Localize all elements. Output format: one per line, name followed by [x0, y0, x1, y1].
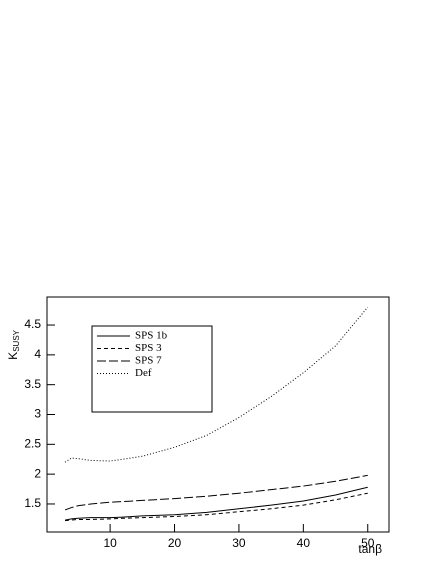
x-axis-label: tanβ — [358, 542, 382, 556]
x-tick-label: 20 — [168, 536, 182, 550]
x-tick-label: 10 — [103, 536, 117, 550]
legend-label: Def — [135, 367, 152, 379]
series-line — [64, 486, 368, 521]
legend-label: SPS 7 — [135, 355, 162, 367]
legend-label: SPS 1b — [135, 330, 168, 342]
y-tick-label: 4 — [34, 347, 41, 361]
legend-box — [91, 325, 213, 413]
x-tick-label: 40 — [297, 536, 311, 550]
y-axis-label: KSUSY — [6, 329, 21, 359]
y-tick-label: 4.5 — [24, 317, 41, 331]
y-tick-label: 2.5 — [24, 436, 41, 450]
legend-label: SPS 3 — [135, 342, 162, 354]
y-axis-label-main: K — [6, 352, 20, 360]
y-tick-label: 1.5 — [24, 496, 41, 510]
y-tick-label: 3 — [34, 407, 41, 421]
x-tick-label: 30 — [232, 536, 246, 550]
series-line — [64, 492, 368, 522]
series-line — [64, 306, 369, 463]
y-axis-label-sub: SUSY — [12, 329, 21, 351]
x-tick-label: 50 — [361, 536, 375, 550]
y-tick-label: 3.5 — [24, 377, 41, 391]
series-line — [64, 474, 368, 511]
y-tick-label: 2 — [34, 466, 41, 480]
